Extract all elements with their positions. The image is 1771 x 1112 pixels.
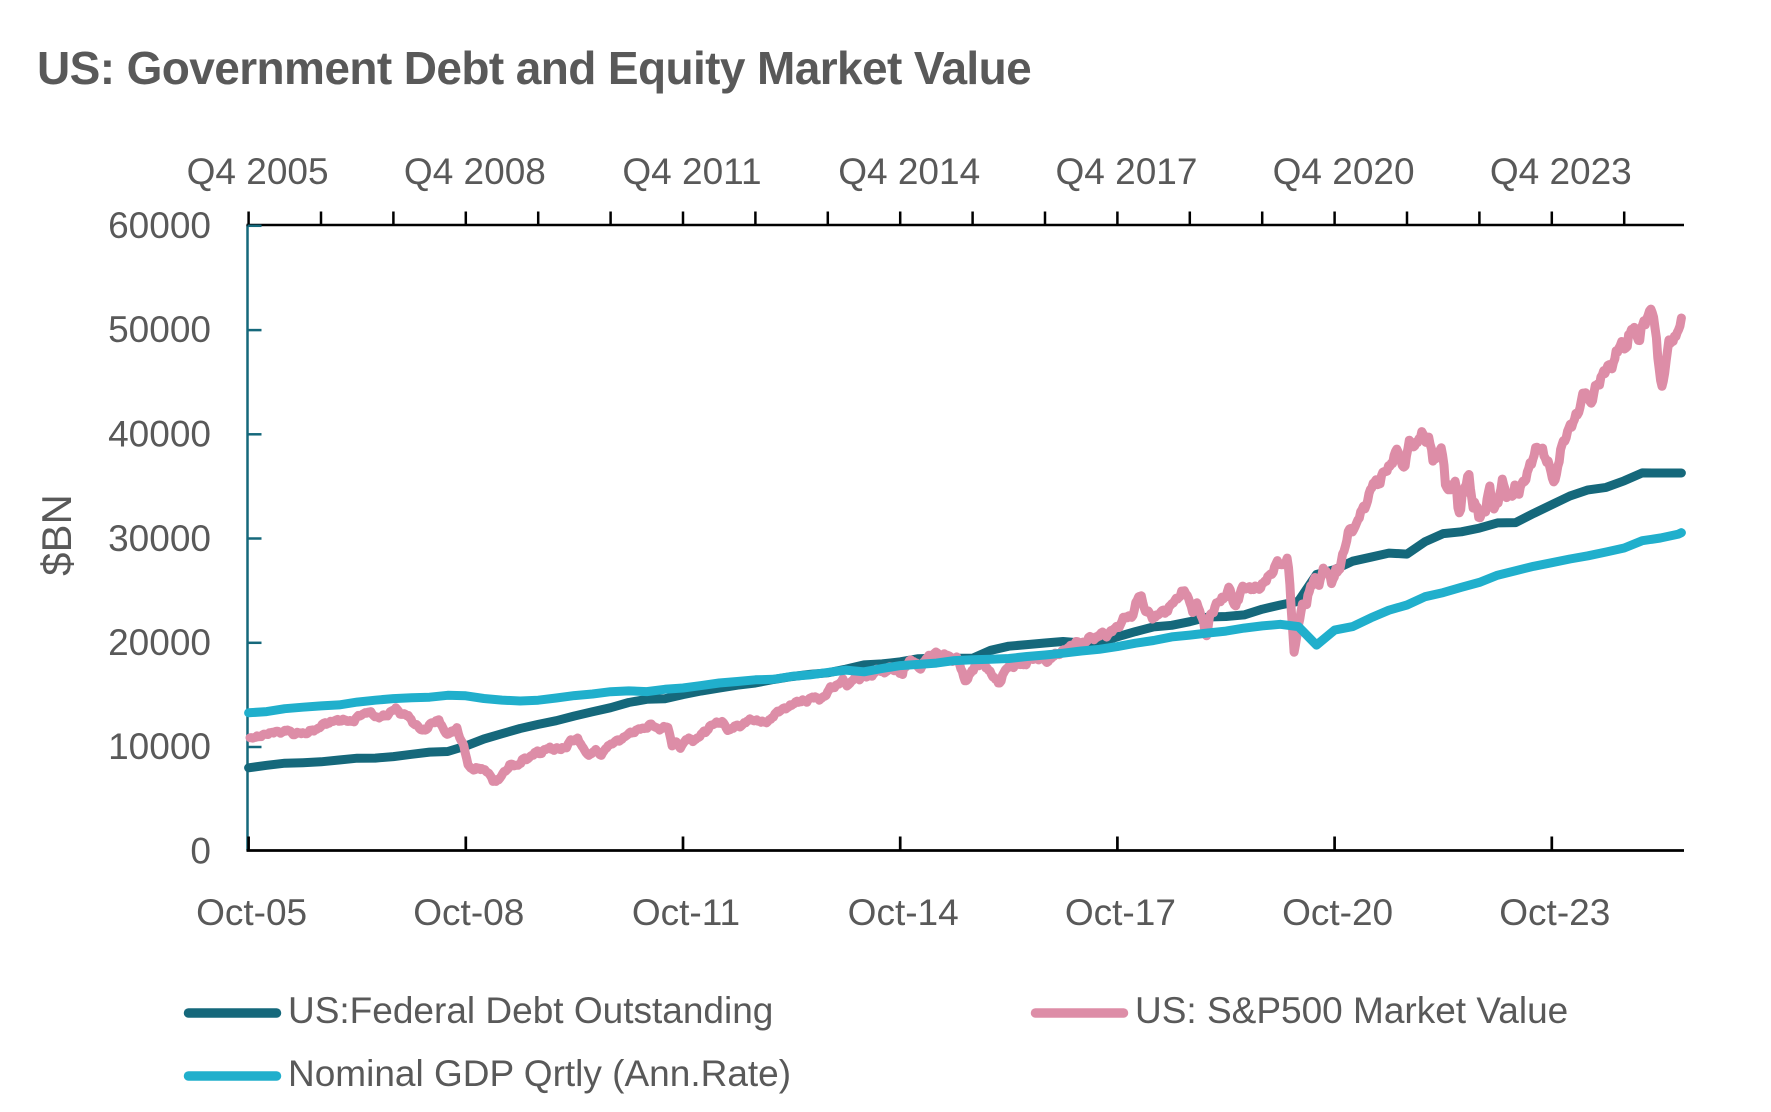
svg-text:Oct-17: Oct-17 [1065,892,1176,933]
svg-text:Q4 2005: Q4 2005 [187,151,329,192]
svg-text:Oct-08: Oct-08 [413,892,524,933]
svg-text:Oct-23: Oct-23 [1499,892,1610,933]
svg-text:0: 0 [190,831,211,872]
svg-text:Q4 2017: Q4 2017 [1056,151,1198,192]
svg-text:US: Government Debt and Equity: US: Government Debt and Equity Market Va… [37,42,1031,94]
svg-text:US:Federal Debt Outstanding: US:Federal Debt Outstanding [288,990,773,1031]
svg-text:Oct-05: Oct-05 [196,892,307,933]
svg-text:20000: 20000 [108,622,211,663]
svg-text:30000: 30000 [108,518,211,559]
svg-text:US: S&P500 Market Value: US: S&P500 Market Value [1135,990,1568,1031]
svg-text:Q4 2020: Q4 2020 [1273,151,1415,192]
svg-text:60000: 60000 [108,205,211,246]
svg-text:Q4 2023: Q4 2023 [1490,151,1632,192]
svg-text:Q4 2008: Q4 2008 [404,151,546,192]
svg-text:Nominal GDP Qrtly (Ann.Rate): Nominal GDP Qrtly (Ann.Rate) [288,1053,791,1094]
svg-text:Q4 2014: Q4 2014 [838,151,980,192]
svg-text:Oct-11: Oct-11 [632,892,740,933]
svg-text:40000: 40000 [108,414,211,455]
svg-text:Oct-14: Oct-14 [848,892,959,933]
svg-text:50000: 50000 [108,309,211,350]
svg-text:Q4 2011: Q4 2011 [622,151,761,192]
svg-text:$BN: $BN [33,494,80,576]
svg-text:Oct-20: Oct-20 [1282,892,1393,933]
svg-text:10000: 10000 [108,726,211,767]
